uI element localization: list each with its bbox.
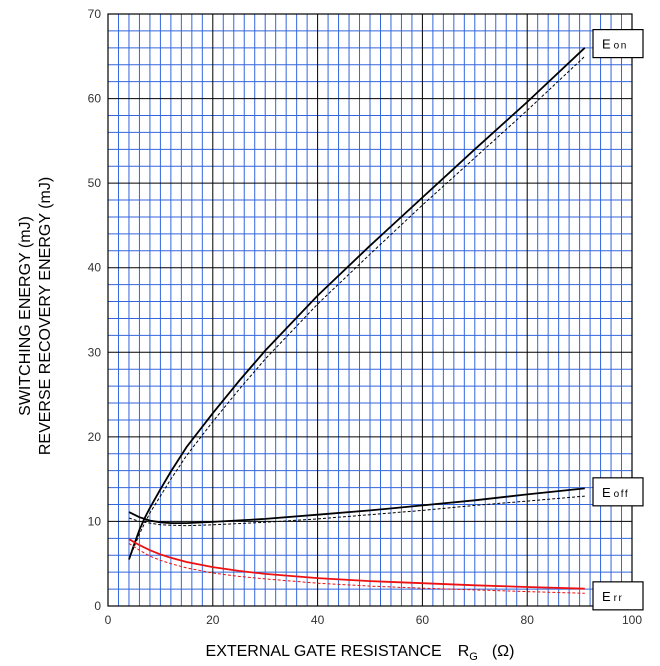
series-line-eon-dashed	[128, 55, 586, 560]
x-tick-labels: 0 20 40 60 80 100	[105, 613, 643, 627]
y-tick-labels: 0 10 20 30 40 50 60 70	[88, 7, 102, 613]
x-axis-symbol: R	[458, 643, 470, 660]
x-tick-label: 20	[206, 613, 220, 627]
x-axis-title: EXTERNAL GATE RESISTANCE RG (Ω)	[206, 643, 515, 663]
x-axis-title-text: EXTERNAL GATE RESISTANCE	[206, 643, 442, 660]
x-tick-label: 0	[105, 613, 112, 627]
series-line-eoff-solid	[128, 487, 585, 524]
series-label-box	[592, 477, 644, 507]
series-line-eon-solid	[128, 47, 586, 560]
x-tick-label: 100	[622, 613, 642, 627]
y-tick-label: 0	[94, 599, 101, 613]
y-tick-label: 20	[88, 430, 102, 444]
series-line-err-solid	[128, 538, 585, 590]
series-label-box	[592, 581, 644, 611]
series-label-box	[592, 29, 644, 59]
y-tick-label: 40	[88, 261, 102, 275]
series-line-err-dashed	[128, 542, 585, 594]
y-tick-label: 10	[88, 514, 102, 528]
y-tick-label: 50	[88, 176, 102, 190]
y-tick-label: 30	[88, 345, 102, 359]
x-tick-label: 60	[416, 613, 430, 627]
series-lines	[128, 47, 586, 594]
grid-minor	[108, 14, 632, 606]
plot-frame	[107, 13, 633, 607]
x-tick-label: 40	[311, 613, 325, 627]
y-tick-label: 60	[88, 92, 102, 106]
x-axis-unit: (Ω)	[492, 643, 515, 660]
y-tick-label: 70	[88, 7, 102, 21]
x-axis-symbol-subscript: G	[469, 651, 478, 663]
x-tick-label: 80	[521, 613, 535, 627]
series-line-eoff-dashed	[128, 495, 585, 527]
y-axis-title-line-1: SWITCHING ENERGY (mJ)	[17, 216, 34, 416]
y-axis-title-line-2: REVERSE RECOVERY ENERGY (mJ)	[37, 177, 54, 455]
